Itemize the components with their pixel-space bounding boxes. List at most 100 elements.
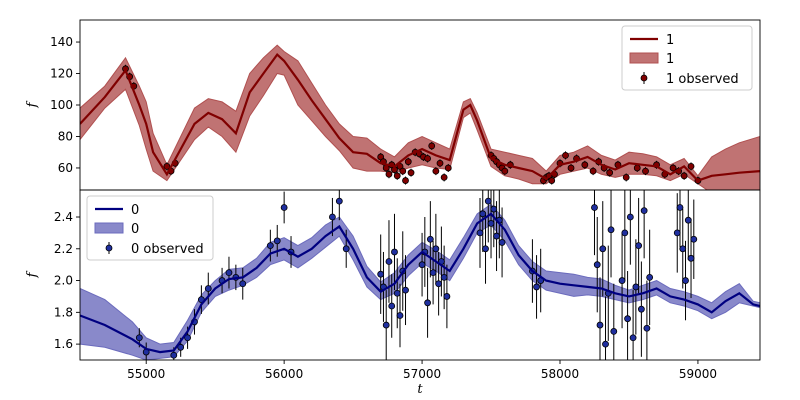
bottom-observed-point xyxy=(621,229,629,237)
bottom-axes-frame xyxy=(79,189,761,361)
top-observed-point xyxy=(562,151,569,159)
bottom-observed-point xyxy=(402,286,409,294)
x-tick-label: 55000 xyxy=(127,367,165,381)
bottom-legend-band-swatch xyxy=(94,222,124,234)
top-observed-point xyxy=(432,167,440,175)
bottom-observed-point xyxy=(493,232,500,240)
bottom-observed-point xyxy=(646,273,654,281)
bottom-observed-point xyxy=(239,280,247,288)
top-legend-band-swatch xyxy=(629,52,659,64)
bottom-observed-point xyxy=(610,328,618,335)
bottom-observed-point xyxy=(684,216,692,224)
bottom-observed-point xyxy=(599,245,607,253)
top-observed-point xyxy=(385,170,393,178)
bottom-observed-point xyxy=(385,258,393,265)
top-y-tick-label: 80 xyxy=(58,129,73,143)
bottom-observed-point xyxy=(273,237,281,245)
top-legend-entry: 1 xyxy=(666,33,674,48)
bottom-observed-point xyxy=(335,197,343,205)
bottom-observed-point xyxy=(204,285,212,292)
bottom-observed-point xyxy=(673,229,681,237)
bottom-observed-point xyxy=(440,273,448,281)
bottom-observed-point xyxy=(393,289,401,297)
bottom-observed-point xyxy=(443,293,451,300)
bottom-mean-line xyxy=(80,212,760,354)
bottom-observed-point xyxy=(591,204,598,211)
bottom-observed-point xyxy=(635,242,643,250)
bottom-y-tick-label: 2.2 xyxy=(54,242,73,256)
bottom-observed-point xyxy=(626,213,634,221)
bottom-observed-point xyxy=(676,204,684,211)
top-observed-point xyxy=(642,167,649,175)
top-observed-point xyxy=(402,177,409,184)
bottom-observed-point xyxy=(490,205,498,213)
bottom-y-tick-label: 1.6 xyxy=(54,337,73,351)
bottom-observed-point xyxy=(388,302,396,310)
bottom-observed-point xyxy=(135,334,143,342)
top-y-tick-label: 100 xyxy=(50,98,73,112)
bottom-observed-point xyxy=(484,197,492,205)
bottom-observed-point xyxy=(329,213,336,221)
top-observed-point xyxy=(393,172,401,180)
bottom-y-tick-label: 1.8 xyxy=(54,305,73,319)
bottom-observed-point xyxy=(170,351,178,359)
top-observed-point xyxy=(680,172,688,180)
top-observed-point xyxy=(567,164,575,172)
bottom-observed-point xyxy=(418,261,426,269)
bottom-observed-point xyxy=(177,343,185,351)
bottom-observed-point xyxy=(435,280,443,288)
bottom-legend-entry: 0 observed xyxy=(131,242,204,257)
bottom-observed-point xyxy=(424,299,431,307)
bottom-observed-point xyxy=(602,340,609,348)
bottom-observed-point xyxy=(643,324,651,332)
bottom-observed-point xyxy=(679,245,687,253)
top-panel: 60 80 100 120 140 1 1 1 observed xyxy=(50,19,761,191)
top-observed-point xyxy=(606,169,614,177)
top-observed-point xyxy=(436,159,444,167)
bottom-observed-point xyxy=(429,269,437,277)
bottom-plot-area xyxy=(80,190,760,360)
top-observed-point xyxy=(501,167,509,175)
bottom-observed-point xyxy=(498,239,506,246)
top-observed-point xyxy=(428,142,436,150)
top-legend-entry: 1 observed xyxy=(666,72,739,87)
bottom-observed-point xyxy=(632,283,640,291)
bottom-observed-point xyxy=(377,270,385,278)
bottom-observed-point xyxy=(618,277,626,284)
bottom-observed-point xyxy=(624,315,631,323)
bottom-observed-point xyxy=(342,245,350,253)
bottom-observed-point xyxy=(280,204,288,211)
top-mean-line xyxy=(80,52,760,182)
top-observed-point xyxy=(548,177,556,184)
bottom-observed-point xyxy=(391,248,398,256)
x-axis-label: t xyxy=(417,382,423,397)
bottom-y-tick-label: 2.4 xyxy=(54,210,73,224)
top-observed-point xyxy=(404,158,412,166)
bottom-legend-entry: 0 xyxy=(131,203,139,218)
top-legend-box xyxy=(621,25,753,91)
bottom-observed-point xyxy=(690,235,698,243)
top-observed-point xyxy=(589,167,597,175)
top-legend-point-swatch xyxy=(640,74,648,82)
top-observed-point xyxy=(163,162,171,170)
top-confidence-band xyxy=(80,44,760,190)
bottom-observed-point xyxy=(225,269,233,277)
bottom-observed-point xyxy=(482,245,489,253)
top-observed-point xyxy=(687,162,695,170)
bottom-observed-point xyxy=(476,229,484,237)
top-legend: 1 1 1 observed xyxy=(621,25,753,91)
bottom-legend: 0 0 0 observed xyxy=(86,195,214,261)
bottom-observed-point xyxy=(596,321,604,329)
top-observed-point xyxy=(622,174,630,181)
bottom-observed-point xyxy=(629,334,637,342)
bottom-observed-point xyxy=(640,207,648,215)
top-observed-point xyxy=(633,164,641,172)
bottom-legend-point-swatch xyxy=(105,244,113,252)
x-tick-label: 56000 xyxy=(265,367,303,381)
bottom-observed-point xyxy=(382,321,390,329)
top-plot-area xyxy=(80,44,760,190)
x-axis-ticks: 55000 56000 57000 58000 59000 xyxy=(127,360,717,381)
top-observed-point xyxy=(440,174,448,181)
top-y-tick-label: 120 xyxy=(50,67,73,81)
